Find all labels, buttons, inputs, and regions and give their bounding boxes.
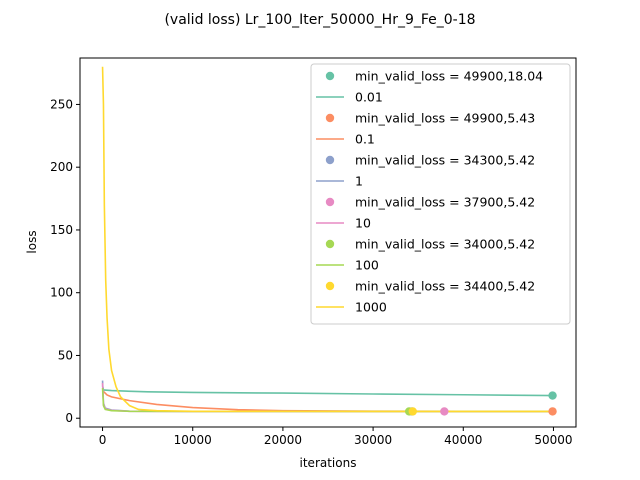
legend-series-name-5: 1000	[355, 300, 387, 315]
x-axis-ticks: 0 10000 20000 30000 40000 50000	[99, 427, 573, 447]
legend-min-label-3: min_valid_loss = 37900,5.42	[355, 195, 535, 210]
legend-marker-4	[325, 239, 335, 249]
legend-min-label-4: min_valid_loss = 34000,5.42	[355, 237, 535, 252]
y-axis-ticks: 0 50 100 150 200 250	[50, 97, 80, 425]
x-tick-label: 10000	[174, 433, 212, 447]
legend-series-name-4: 100	[355, 258, 379, 273]
y-axis-label: loss	[25, 230, 39, 253]
legend-min-label-2: min_valid_loss = 34300,5.42	[355, 153, 535, 168]
series-line-5	[101, 66, 554, 413]
legend-marker-1	[325, 113, 335, 123]
legend-marker-5	[325, 281, 335, 291]
x-tick-label: 50000	[534, 433, 572, 447]
min-point-5	[408, 407, 417, 416]
legend-series-name-0: 0.01	[355, 90, 383, 105]
legend-series-name-2: 1	[355, 174, 363, 189]
legend-min-label-1: min_valid_loss = 49900,5.43	[355, 111, 535, 126]
axes-frame	[79, 57, 577, 428]
chart-title: (valid loss) Lr_100_Iter_50000_Hr_9_Fe_0…	[164, 12, 475, 28]
legend-marker-3	[325, 197, 335, 207]
legend-marker-2	[325, 155, 335, 165]
min-point-1	[548, 407, 557, 416]
y-tick-label: 150	[50, 223, 73, 237]
series-lines	[101, 66, 554, 413]
legend-marker-0	[325, 71, 335, 81]
legend: min_valid_loss = 49900,18.04 0.01 min_vali…	[310, 63, 571, 325]
x-tick-label: 40000	[444, 433, 482, 447]
x-tick-label: 30000	[354, 433, 392, 447]
y-tick-label: 200	[50, 160, 73, 174]
y-tick-label: 100	[50, 286, 73, 300]
legend-min-label-0: min_valid_loss = 49900,18.04	[355, 69, 543, 84]
legend-min-label-5: min_valid_loss = 34400,5.42	[355, 279, 535, 294]
y-tick-label: 0	[65, 411, 73, 425]
legend-series-name-3: 10	[355, 216, 371, 231]
x-axis-label: iterations	[300, 456, 357, 470]
series-line-0	[101, 385, 554, 397]
min-point-0	[548, 391, 557, 400]
x-tick-label: 0	[99, 433, 107, 447]
y-tick-label: 50	[58, 348, 73, 362]
x-tick-label: 20000	[264, 433, 302, 447]
plot-area	[101, 66, 557, 416]
y-tick-label: 250	[50, 97, 73, 111]
legend-series-name-1: 0.1	[355, 132, 375, 147]
min-point-3	[440, 407, 449, 416]
legend-box	[310, 63, 571, 325]
